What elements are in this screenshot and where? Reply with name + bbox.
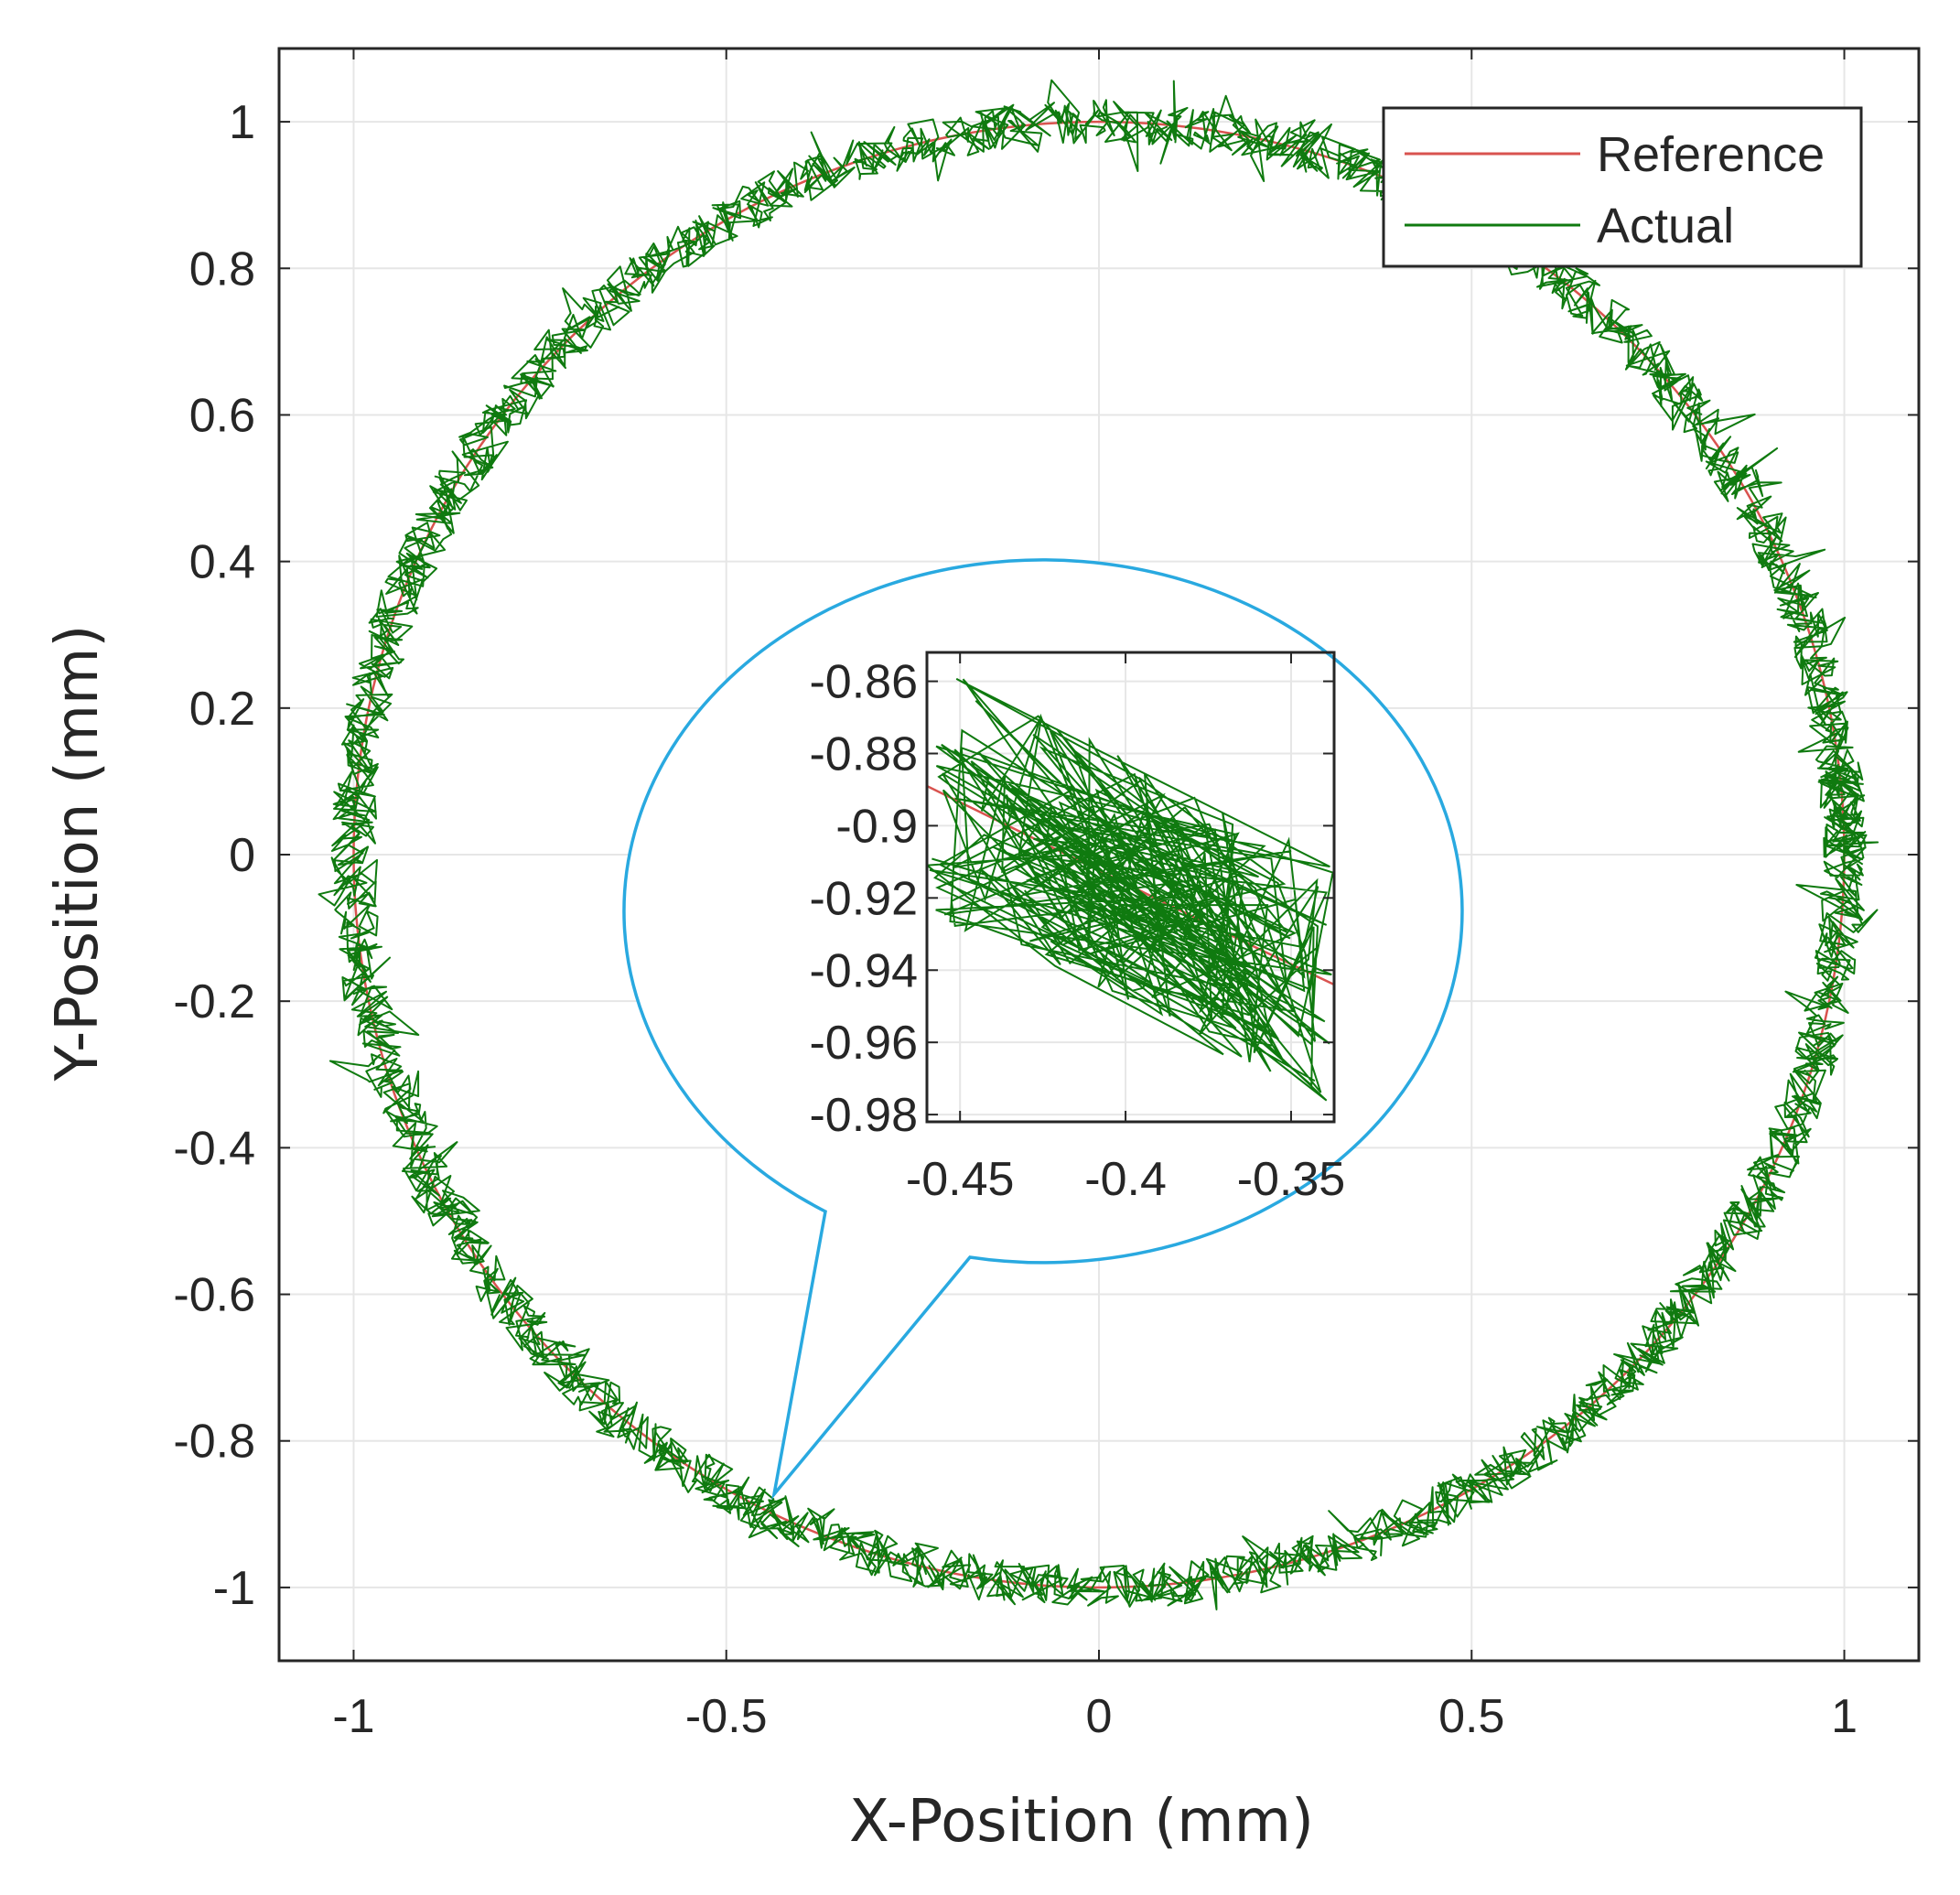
- legend-actual-label: Actual: [1597, 199, 1734, 253]
- inset-ytick-label: -0.98: [809, 1089, 918, 1142]
- main-ytick-label: 0.4: [189, 536, 255, 589]
- legend: Reference Actual: [1382, 106, 1863, 268]
- legend-box: [1382, 106, 1863, 268]
- main-ytick-label: 0.2: [189, 683, 255, 736]
- inset-axes: [925, 651, 1336, 1124]
- inset-ytick-label: -0.94: [809, 944, 918, 997]
- main-ytick-label: 0.8: [189, 242, 255, 296]
- main-ytick-label: -0.2: [173, 975, 255, 1028]
- main-xtick-label: 0.5: [1438, 1690, 1504, 1743]
- main-ytick-label: 0: [229, 829, 255, 882]
- main-xtick-label: 0: [1086, 1690, 1113, 1743]
- main-xtick-label: -1: [332, 1690, 374, 1743]
- zoom-callout-bubble: [622, 558, 1464, 1501]
- main-x-tick-labels: -1 -0.5 0 0.5 1: [332, 1690, 1858, 1743]
- main-ytick-label: -0.8: [173, 1416, 255, 1469]
- main-ytick-label: 1: [229, 96, 255, 149]
- main-ytick-label: -0.4: [173, 1122, 255, 1175]
- main-ytick-label: 0.6: [189, 389, 255, 442]
- legend-reference-label: Reference: [1597, 127, 1825, 182]
- inset-xtick-label: -0.4: [1084, 1153, 1167, 1206]
- inset-y-tick-labels: -0.86 -0.88 -0.9 -0.92 -0.94 -0.96 -0.98: [809, 656, 918, 1143]
- inset-ytick-label: -0.92: [809, 872, 918, 925]
- inset-ytick-label: -0.9: [835, 800, 918, 853]
- inset-ytick-label: -0.88: [809, 727, 918, 781]
- inset-x-tick-labels: -0.45 -0.4 -0.35: [906, 1153, 1345, 1206]
- main-ytick-label: -1: [213, 1562, 255, 1615]
- inset-actual-series: [927, 678, 1334, 1102]
- inset-xtick-label: -0.45: [906, 1153, 1015, 1206]
- x-axis-title: X-Position (mm): [849, 1788, 1314, 1856]
- main-xtick-label: -0.5: [685, 1690, 768, 1743]
- y-axis-title: Y-Position (mm): [44, 625, 112, 1082]
- inset-xtick-label: -0.35: [1237, 1153, 1346, 1206]
- main-ytick-label: -0.6: [173, 1269, 255, 1322]
- inset-plot-frame: [925, 651, 1336, 1124]
- inset-ytick-label: -0.96: [809, 1017, 918, 1070]
- main-xtick-label: 1: [1831, 1690, 1858, 1743]
- inset-actual-line: [927, 678, 1334, 1102]
- main-plot-frame: [277, 47, 1921, 1663]
- main-y-tick-labels: 1 0.8 0.6 0.4 0.2 0 -0.2 -0.4 -0.6 -0.8 -1: [173, 96, 255, 1615]
- inset-ytick-label: -0.86: [809, 656, 918, 709]
- main-axes: [277, 47, 1921, 1663]
